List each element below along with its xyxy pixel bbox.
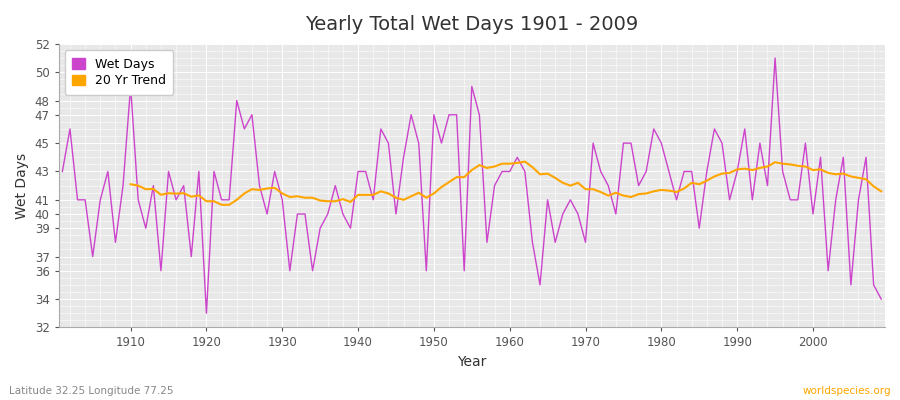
20 Yr Trend bbox=[588, 187, 598, 192]
Wet Days bbox=[603, 183, 614, 188]
Text: worldspecies.org: worldspecies.org bbox=[803, 386, 891, 396]
Line: 20 Yr Trend: 20 Yr Trend bbox=[130, 162, 881, 205]
Legend: Wet Days, 20 Yr Trend: Wet Days, 20 Yr Trend bbox=[65, 50, 174, 95]
20 Yr Trend bbox=[527, 165, 538, 170]
20 Yr Trend bbox=[853, 176, 864, 180]
Wet Days bbox=[504, 169, 515, 174]
20 Yr Trend bbox=[277, 191, 288, 196]
Wet Days bbox=[770, 56, 780, 60]
20 Yr Trend bbox=[876, 189, 886, 194]
20 Yr Trend bbox=[307, 195, 318, 200]
20 Yr Trend bbox=[125, 182, 136, 187]
Line: Wet Days: Wet Days bbox=[62, 58, 881, 313]
Wet Days bbox=[57, 169, 68, 174]
20 Yr Trend bbox=[216, 202, 227, 207]
Wet Days bbox=[338, 212, 348, 216]
Text: Latitude 32.25 Longitude 77.25: Latitude 32.25 Longitude 77.25 bbox=[9, 386, 174, 396]
Wet Days bbox=[118, 183, 129, 188]
X-axis label: Year: Year bbox=[457, 355, 487, 369]
Wet Days bbox=[201, 311, 212, 316]
Title: Yearly Total Wet Days 1901 - 2009: Yearly Total Wet Days 1901 - 2009 bbox=[305, 15, 638, 34]
Y-axis label: Wet Days: Wet Days bbox=[15, 152, 29, 219]
Wet Days bbox=[292, 212, 302, 216]
20 Yr Trend bbox=[831, 172, 842, 177]
20 Yr Trend bbox=[519, 159, 530, 164]
Wet Days bbox=[512, 155, 523, 160]
Wet Days bbox=[876, 297, 886, 302]
